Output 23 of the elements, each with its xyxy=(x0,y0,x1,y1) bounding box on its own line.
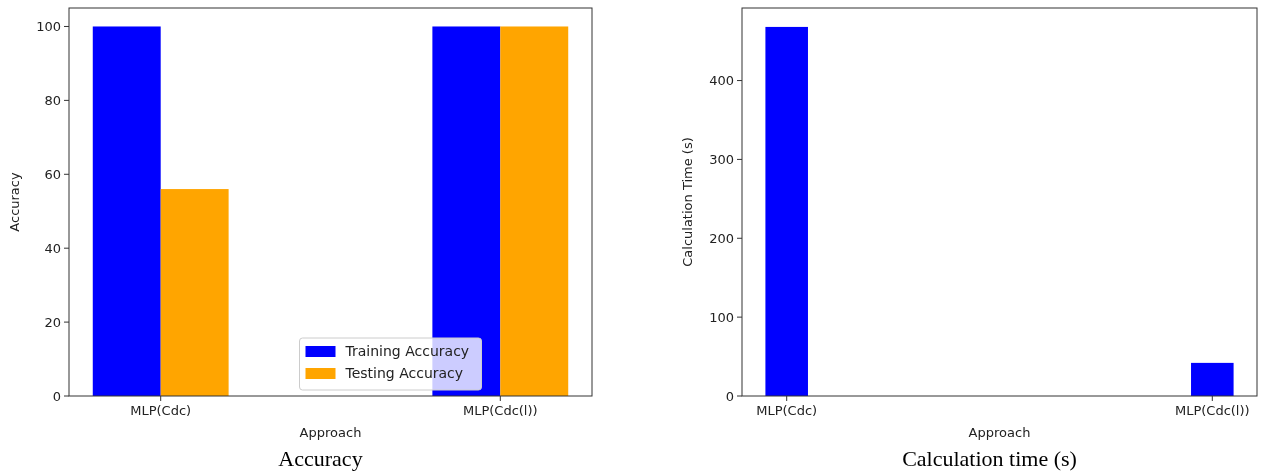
text: Calculation time (s) xyxy=(902,446,1077,471)
y-tick-label: 60 xyxy=(44,166,61,182)
y-tick-label: 40 xyxy=(44,240,61,256)
y-tick-label: 200 xyxy=(709,230,734,246)
y-tick-label: 100 xyxy=(709,309,734,325)
x-axis-title: Approach xyxy=(968,425,1031,440)
legend-label: Training Accuracy xyxy=(344,343,470,359)
x-tick-label: MLP(Cdc) xyxy=(756,403,818,418)
legend-label: Testing Accuracy xyxy=(344,365,464,381)
x-tick-label: MLP(Cdc(l)) xyxy=(1174,403,1250,418)
y-tick-label: 300 xyxy=(709,151,734,167)
y-tick-label: 400 xyxy=(709,73,734,89)
x-tick-label: MLP(Cdc(l)) xyxy=(462,403,538,418)
x-tick-label: MLP(Cdc) xyxy=(130,403,192,418)
y-axis-title: Accuracy xyxy=(7,172,22,232)
y-tick-label: 80 xyxy=(44,92,61,108)
y-tick-label: 0 xyxy=(52,388,61,404)
y-tick-label: 100 xyxy=(36,19,61,35)
text: Accuracy xyxy=(278,446,363,471)
x-axis-title: Approach xyxy=(299,425,362,440)
y-tick-label: 0 xyxy=(725,388,734,404)
y-tick-label: 20 xyxy=(44,314,61,330)
y-axis-title: Calculation Time (s) xyxy=(680,137,695,267)
